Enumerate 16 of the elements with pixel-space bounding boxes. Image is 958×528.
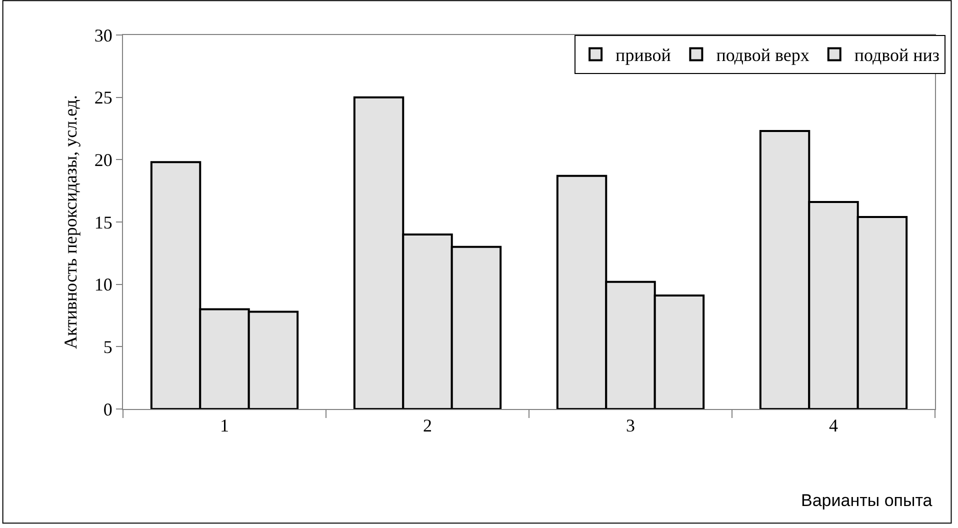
y-axis-title: Активность пероксидазы, усл.ед. xyxy=(60,95,81,349)
y-tick-label: 5 xyxy=(103,336,112,357)
y-tick-label: 15 xyxy=(94,212,112,232)
x-tick-label: 2 xyxy=(423,416,432,436)
x-tick-label: 4 xyxy=(829,416,838,436)
legend-label: подвой верх xyxy=(716,45,810,66)
y-tick-label: 30 xyxy=(94,25,112,46)
legend-label: подвой низ xyxy=(854,45,940,66)
x-tick-label: 3 xyxy=(626,416,635,436)
y-tick-label: 20 xyxy=(94,150,112,170)
x-axis-title: Варианты опыта xyxy=(801,491,933,510)
y-tick-label: 25 xyxy=(94,88,112,108)
y-tick-label: 10 xyxy=(94,274,112,295)
x-tick-label: 1 xyxy=(220,416,229,436)
legend-label: привой xyxy=(616,45,672,66)
y-tick-label: 0 xyxy=(103,399,112,420)
